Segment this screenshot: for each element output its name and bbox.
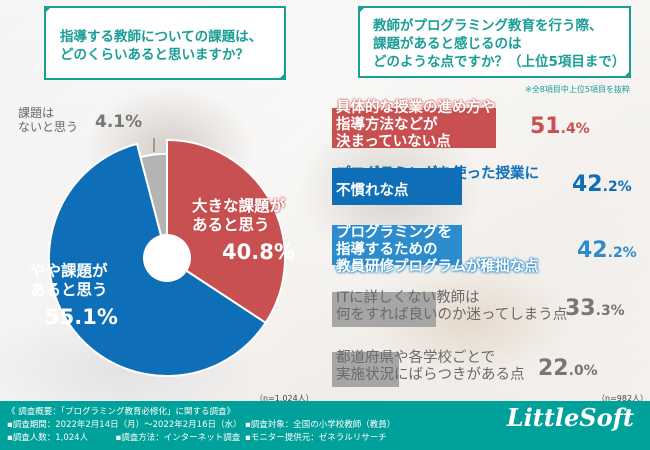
- bar-4-line1: ITに詳しくない教師は: [336, 290, 480, 306]
- survey-provider: ▪モニター提供元：ゼネラルリサーチ: [245, 433, 387, 443]
- bar-fill-5: [332, 352, 399, 387]
- bar-sample-size: （n=982人）: [597, 394, 649, 403]
- bar-1-line2: 指導方法などが: [336, 117, 438, 133]
- bar-fill-4: [332, 292, 436, 327]
- pie-label-big-line2: あると思う: [192, 216, 270, 234]
- right-question-box: 教師がプログラミング教育を行う際、 課題があると感じるのは どのような点ですか？…: [358, 6, 631, 78]
- pie-label-big-line1: 大きな課題が: [192, 197, 286, 215]
- left-question-line1: 指導する教師についての課題は、: [60, 29, 263, 45]
- bar-5-value-dec: .0%: [568, 363, 598, 379]
- bar-4-value-int: 33: [565, 296, 596, 321]
- right-question-line2: 課題があると感じるのは: [373, 36, 522, 52]
- littlesoft-logo: LittleSoft: [506, 403, 634, 432]
- excerpt-note: ※全8項目中上位5項目を抜粋: [525, 85, 630, 94]
- pie-label-some: やや課題が あると思う: [30, 262, 108, 300]
- pie-slice-none: [139, 152, 168, 259]
- leader-line: [147, 131, 155, 152]
- survey-title: 《 調査概要：「プログラミング教育必修化」に関する調査》: [7, 407, 235, 417]
- bar-3-value-int: 42: [577, 238, 608, 263]
- bar-4-value: 33.3%: [565, 296, 625, 321]
- survey-period: ▪調査期間：2022年2月14日（月）～2022年2月16日（水）: [7, 420, 242, 430]
- pie-label-some-line1: やや課題が: [30, 262, 108, 280]
- bar-3-line3: 教員研修プログラムが稚拙な点: [336, 259, 539, 275]
- bar-3-line2: 指導するための: [336, 242, 438, 258]
- bar-2-value-dec: .2%: [602, 179, 632, 195]
- bar-3-value: 42.2%: [577, 238, 637, 263]
- bar-2-value: 42.2%: [572, 172, 632, 197]
- bar-1-line3: 決まっていない点: [336, 134, 451, 150]
- bar-fill-2: [332, 168, 462, 205]
- bar-5-value: 22.0%: [538, 356, 598, 381]
- pie-pct-some: 55.1%: [45, 305, 118, 329]
- bar-2-line2: 不慣れな点: [336, 183, 409, 199]
- survey-method: ▪調査方法：インターネット調査: [115, 433, 241, 443]
- pie-label-big: 大きな課題が あると思う: [192, 197, 285, 235]
- bar-5-line1: 都道府県や各学校ごとで: [336, 350, 496, 366]
- bar-3-value-dec: .2%: [607, 245, 637, 261]
- survey-count: ▪調査人数：1,024人: [7, 433, 89, 443]
- right-question-line1: 教師がプログラミング教育を行う際、: [373, 18, 603, 34]
- pie-sample-size: （n=1,024人）: [255, 394, 314, 403]
- pie-label-none: 課題は ないと思う: [18, 106, 78, 134]
- pie-label-some-line2: あると思う: [30, 281, 108, 299]
- bar-item-1: 具体的な授業の進め方や 指導方法などが 決まっていない点: [332, 100, 496, 151]
- survey-footer: 《 調査概要：「プログラミング教育必修化」に関する調査》 ▪調査期間：2022年…: [0, 401, 650, 450]
- bar-item-4: ITに詳しくない教師は 何をすれば良いのか迷ってしまう点: [332, 290, 568, 327]
- bar-5-value-int: 22: [538, 356, 569, 381]
- bar-item-2: プログラミングを使った授業に 不慣れな点: [332, 166, 539, 205]
- pie-pct-none: 4.1%: [95, 112, 143, 132]
- right-question-line3: どのような点ですか？（上位5項目まで）: [373, 54, 626, 70]
- bar-fill-1: [332, 108, 496, 148]
- pie-label-none-line1: 課題は: [18, 106, 55, 120]
- bar-2-line1: プログラミングを使った授業に: [336, 166, 539, 182]
- pie-chart: [47, 131, 287, 378]
- bar-item-3: プログラミングを 指導するための 教員研修プログラムが稚拙な点: [332, 225, 539, 276]
- pie-label-none-line2: ないと思う: [18, 120, 79, 134]
- survey-col2: ▪調査対象：全国の小学校教師（教員） ▪モニター提供元：ゼネラルリサーチ: [245, 419, 395, 445]
- bar-4-value-dec: .3%: [595, 303, 625, 319]
- bar-item-5: 都道府県や各学校ごとで 実施状況にばらつきがある点: [332, 350, 525, 387]
- bar-1-value-dec: .4%: [560, 121, 590, 137]
- survey-target: ▪調査対象：全国の小学校教師（教員）: [245, 420, 396, 430]
- bar-1-line1: 具体的な授業の進め方や: [336, 100, 496, 116]
- bar-fill-3: [332, 225, 462, 265]
- pie-center-hole: [143, 234, 191, 282]
- bar-1-value: 51.4%: [530, 114, 590, 139]
- bar-1-value-int: 51: [530, 114, 561, 139]
- survey-count-method: ▪調査人数：1,024人 ▪調査方法：インターネット調査: [7, 432, 650, 445]
- left-question-box: 指導する教師についての課題は、 どのくらいあると思いますか？: [44, 6, 286, 80]
- left-question-line2: どのくらいあると思いますか？: [60, 47, 249, 63]
- bar-3-line1: プログラミングを: [336, 225, 452, 241]
- bar-4-line2: 何をすれば良いのか迷ってしまう点: [336, 307, 568, 323]
- pie-pct-big: 40.8%: [222, 240, 295, 264]
- bar-5-line2: 実施状況にばらつきがある点: [336, 367, 525, 383]
- bar-2-value-int: 42: [572, 172, 603, 197]
